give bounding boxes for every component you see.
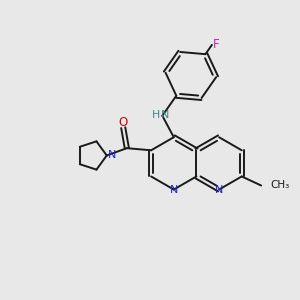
Text: O: O xyxy=(118,116,128,129)
Text: N: N xyxy=(215,185,224,195)
Text: N: N xyxy=(108,150,116,160)
Text: F: F xyxy=(213,38,219,51)
Text: N: N xyxy=(161,110,170,120)
Text: N: N xyxy=(169,185,178,195)
Text: H: H xyxy=(152,110,160,120)
Text: CH₃: CH₃ xyxy=(271,180,290,190)
